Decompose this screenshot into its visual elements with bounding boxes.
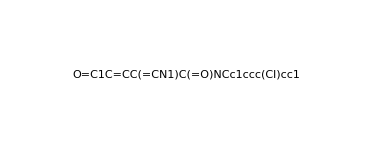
Text: O=C1C=CC(=CN1)C(=O)NCc1ccc(Cl)cc1: O=C1C=CC(=CN1)C(=O)NCc1ccc(Cl)cc1: [73, 70, 301, 80]
